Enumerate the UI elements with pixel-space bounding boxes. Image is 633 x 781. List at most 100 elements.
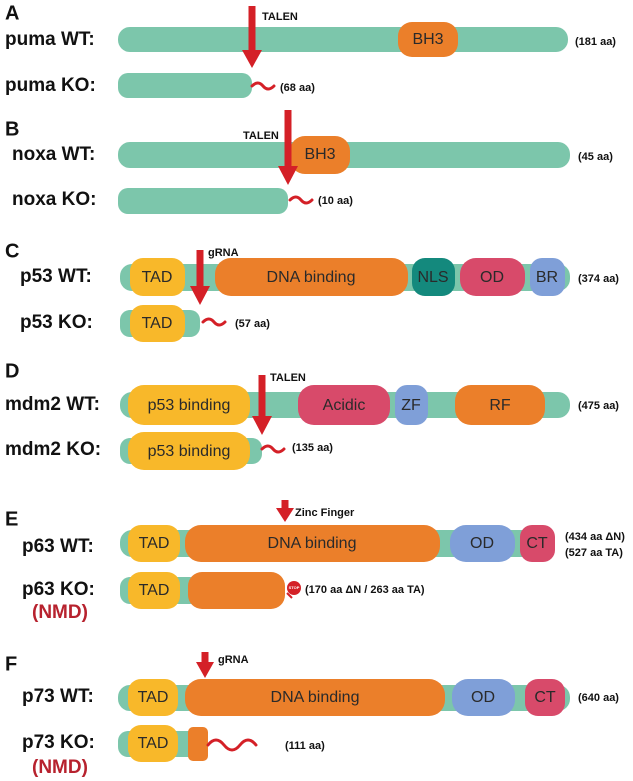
truncation xyxy=(288,195,314,205)
arrow-head xyxy=(196,662,214,678)
domain xyxy=(525,679,565,716)
wt-label: p63 WT: xyxy=(22,536,94,557)
wt-label: p53 WT: xyxy=(20,266,92,287)
tool-label: Zinc Finger xyxy=(295,507,355,519)
truncation xyxy=(206,738,258,752)
domain xyxy=(298,385,390,425)
domain-label: DNA binding xyxy=(267,269,356,286)
length-label: (10 aa) xyxy=(318,195,353,207)
arrow-head xyxy=(252,416,272,435)
domain-label: CT xyxy=(526,535,548,552)
length-label: (45 aa) xyxy=(578,151,613,163)
arrow-head xyxy=(276,508,294,522)
length-label: (111 aa) xyxy=(285,740,325,752)
domain xyxy=(412,258,455,296)
truncation xyxy=(201,317,227,327)
panel-letter: C xyxy=(5,240,19,262)
domain xyxy=(530,258,565,296)
ko-label: mdm2 KO: xyxy=(5,439,101,460)
length-label: (374 aa) xyxy=(578,273,619,285)
length-label: (640 aa) xyxy=(578,692,619,704)
domain-label: OD xyxy=(471,689,495,706)
truncated-domain xyxy=(188,572,285,609)
panel-letter: A xyxy=(5,2,19,24)
protein-bar xyxy=(118,73,252,98)
domain-label: TAD xyxy=(138,689,169,706)
domain xyxy=(130,258,185,296)
length-label: (170 aa ΔN / 263 aa TA) xyxy=(305,584,425,596)
domain-label: NLS xyxy=(417,269,448,286)
domain xyxy=(215,258,408,296)
domain xyxy=(460,258,525,296)
domain xyxy=(130,305,185,342)
wt-label: noxa WT: xyxy=(12,144,95,165)
domain xyxy=(290,136,350,174)
domain-label: RF xyxy=(489,397,511,414)
arrow-head xyxy=(242,50,262,68)
arrow-head xyxy=(278,166,298,185)
domain-label: BH3 xyxy=(412,31,443,48)
tool-label: gRNA xyxy=(218,654,249,666)
panel-letter: B xyxy=(5,118,19,140)
length-label: (527 aa TA) xyxy=(565,547,623,559)
domain-label: p53 binding xyxy=(148,443,231,460)
domain-label: OD xyxy=(470,535,494,552)
domain-label: DNA binding xyxy=(271,689,360,706)
domain-label: CT xyxy=(534,689,556,706)
panel-letter: D xyxy=(5,360,19,382)
arrow-head xyxy=(190,286,210,305)
domain xyxy=(185,679,445,716)
domain-label: TAD xyxy=(139,535,170,552)
domain xyxy=(128,432,250,470)
stop-label: STOP xyxy=(289,585,300,590)
domain-label: TAD xyxy=(139,582,170,599)
domain xyxy=(398,22,458,57)
domain xyxy=(520,525,555,562)
domain xyxy=(128,525,180,562)
domain xyxy=(128,385,250,425)
ko-label: p53 KO: xyxy=(20,312,93,333)
domain xyxy=(452,679,515,716)
domain-label: p53 binding xyxy=(148,397,231,414)
wt-label: puma WT: xyxy=(5,29,95,50)
stop-sign xyxy=(287,581,301,595)
length-label: (181 aa) xyxy=(575,36,616,48)
ko-label: p73 KO: xyxy=(22,732,95,753)
domain xyxy=(455,385,545,425)
domain xyxy=(128,725,178,762)
tool-label: TALEN xyxy=(243,130,279,142)
length-label: (135 aa) xyxy=(292,442,333,454)
nmd-label: (NMD) xyxy=(32,602,88,623)
tool-label: TALEN xyxy=(262,11,298,23)
nmd-label: (NMD) xyxy=(32,757,88,778)
protein-bar xyxy=(118,27,568,52)
ko-label: noxa KO: xyxy=(12,189,96,210)
tool-label: gRNA xyxy=(208,247,239,259)
domain-label: ZF xyxy=(401,397,421,414)
panel-letter: F xyxy=(5,653,17,675)
truncation xyxy=(260,444,286,454)
ko-label: puma KO: xyxy=(5,75,96,96)
domain xyxy=(395,385,428,425)
domain-label: TAD xyxy=(142,269,173,286)
truncated-domain xyxy=(188,727,208,761)
stop-stem xyxy=(286,592,293,599)
length-label: (475 aa) xyxy=(578,400,619,412)
wt-label: p73 WT: xyxy=(22,686,94,707)
domain-label: Acidic xyxy=(323,397,366,414)
domain xyxy=(128,572,180,609)
domain xyxy=(450,525,515,562)
truncation xyxy=(250,81,276,91)
length-label: (434 aa ΔN) xyxy=(565,531,625,543)
length-label: (57 aa) xyxy=(235,318,270,330)
domain-label: TAD xyxy=(142,315,173,332)
domain-label: BH3 xyxy=(304,146,335,163)
domain xyxy=(185,525,440,562)
domain-label: DNA binding xyxy=(268,535,357,552)
ko-label: p63 KO: xyxy=(22,579,95,600)
wt-label: mdm2 WT: xyxy=(5,394,100,415)
length-label: (68 aa) xyxy=(280,82,315,94)
tool-label: TALEN xyxy=(270,372,306,384)
panel-letter: E xyxy=(5,508,18,530)
